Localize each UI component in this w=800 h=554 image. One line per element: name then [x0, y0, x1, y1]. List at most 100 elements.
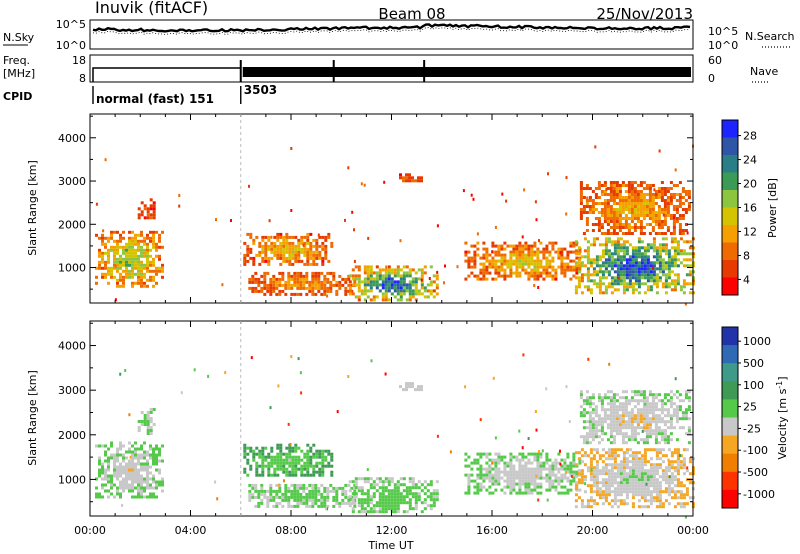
echo-cell — [595, 282, 599, 286]
echo-cell — [116, 474, 119, 478]
echo-cell — [311, 489, 315, 493]
echo-cell — [488, 473, 492, 477]
echo-cell — [476, 488, 480, 492]
echo-cell — [357, 283, 361, 287]
echo-cell — [293, 495, 297, 499]
echo-cell — [631, 252, 635, 256]
echo-cell — [473, 274, 477, 278]
echo-cell — [426, 289, 430, 293]
echo-cell — [660, 220, 664, 223]
echo-cell — [588, 196, 592, 199]
echo-cell — [530, 482, 534, 486]
echo-cell — [667, 255, 671, 259]
echo-cell — [660, 402, 664, 406]
echo-cell — [116, 242, 119, 246]
echo-cell — [612, 441, 616, 445]
echo-cell — [618, 432, 622, 436]
echo-cell — [609, 196, 613, 199]
echo-cell — [122, 245, 125, 249]
echo-cell — [673, 288, 677, 292]
echo-cell — [601, 448, 605, 452]
echo-cell — [633, 181, 637, 184]
echo-cell — [687, 190, 691, 193]
echo-cell — [178, 204, 181, 208]
echo-cell — [300, 458, 304, 462]
echo-cell — [595, 237, 599, 241]
echo-cell — [462, 189, 465, 193]
colorbar-segment — [722, 172, 738, 191]
echo-cell — [214, 480, 217, 484]
echo-cell — [101, 486, 104, 490]
echo-cell — [402, 277, 406, 281]
echo-cell — [296, 498, 300, 502]
echo-cell — [663, 420, 667, 424]
echo-cell — [565, 212, 568, 216]
echo-cell — [98, 248, 101, 252]
echo-cell — [622, 279, 626, 283]
echo-cell — [405, 486, 409, 490]
echo-cell — [657, 232, 661, 235]
echo-cell — [618, 211, 622, 214]
echo-cell — [625, 273, 629, 277]
echo-cell — [479, 467, 483, 471]
echo-cell — [290, 495, 294, 499]
echo-cell — [384, 489, 388, 493]
echo-cell — [436, 224, 439, 228]
echo-cell — [637, 469, 641, 473]
echo-cell — [252, 241, 256, 245]
echo-cell — [303, 464, 307, 468]
echo-cell — [366, 277, 370, 281]
echo-cell — [589, 261, 593, 265]
echo-cell — [613, 475, 617, 479]
echo-cell — [512, 476, 516, 480]
echo-cell — [369, 501, 373, 505]
echo-cell — [152, 263, 155, 267]
echo-cell — [654, 438, 658, 442]
echo-cell — [378, 480, 382, 484]
colorbar-tick-label: -100 — [743, 444, 768, 457]
echo-cell — [119, 263, 122, 267]
echo-cell — [95, 486, 98, 490]
echo-cell — [648, 393, 652, 397]
echo-cell — [598, 288, 602, 292]
echo-cell — [281, 495, 285, 499]
echo-cell — [515, 265, 519, 269]
echo-cell — [664, 475, 668, 479]
echo-cell — [285, 250, 289, 254]
echo-cell — [243, 467, 247, 471]
echo-cell — [344, 277, 348, 281]
echo-cell — [619, 472, 623, 476]
echo-cell — [624, 432, 628, 436]
echo-cell — [598, 291, 602, 295]
echo-cell — [335, 292, 339, 296]
echo-cell — [648, 208, 652, 211]
echo-cell — [512, 250, 516, 254]
echo-cell — [396, 292, 400, 296]
echo-cell — [113, 257, 116, 261]
echo-cell — [636, 226, 640, 229]
echo-cell — [101, 254, 104, 258]
echo-cell — [122, 275, 125, 279]
echo-cell — [101, 483, 104, 487]
echo-cell — [640, 267, 644, 271]
echo-cell — [628, 255, 632, 259]
echo-cell — [276, 464, 280, 468]
echo-cell — [634, 249, 638, 253]
echo-cell — [354, 477, 358, 481]
echo-cell — [125, 251, 128, 255]
echo-cell — [598, 493, 602, 497]
echo-cell — [539, 485, 543, 489]
echo-cell — [618, 414, 622, 418]
echo-cell — [323, 289, 327, 293]
colorbar-tick-label: 24 — [743, 154, 757, 167]
echo-cell — [521, 247, 525, 251]
echo-cell — [639, 417, 643, 421]
echo-cell — [414, 498, 418, 502]
echo-cell — [595, 484, 599, 488]
echo-cell — [302, 501, 306, 505]
echo-cell — [285, 458, 289, 462]
echo-cell — [305, 504, 309, 508]
echo-cell — [631, 490, 635, 494]
echo-cell — [538, 239, 540, 243]
echo-cell — [134, 456, 137, 460]
